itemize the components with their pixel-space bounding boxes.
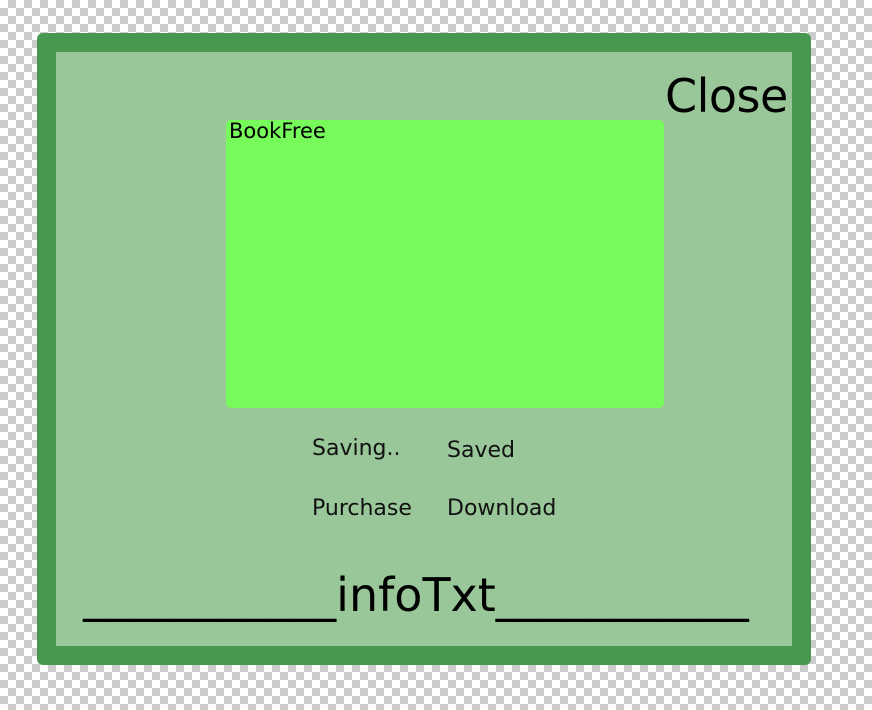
- book-label: BookFree: [229, 118, 326, 144]
- saving-status-label: Saving..: [312, 435, 400, 463]
- purchase-button[interactable]: Purchase: [312, 495, 412, 523]
- info-text: ___________infoTxt___________: [66, 566, 766, 624]
- download-button[interactable]: Download: [447, 495, 556, 523]
- close-button[interactable]: Close: [665, 67, 788, 125]
- saved-status-label: Saved: [447, 437, 515, 465]
- book-preview-area: [226, 120, 664, 408]
